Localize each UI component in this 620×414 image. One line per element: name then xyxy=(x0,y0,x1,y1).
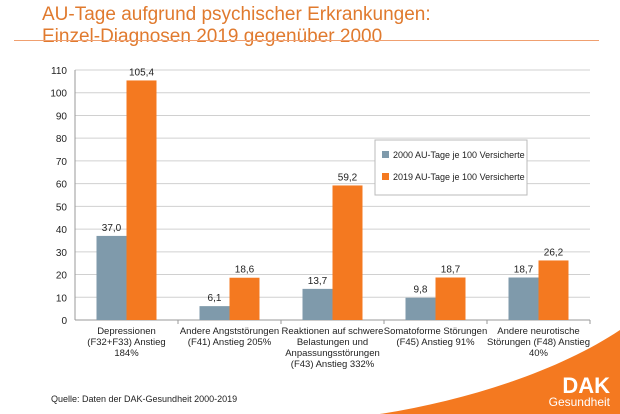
data-label: 13,7 xyxy=(308,276,328,287)
x-tick-label: Störungen (F48) Anstieg xyxy=(487,337,590,348)
y-tick-label: 30 xyxy=(56,248,68,259)
bar xyxy=(302,288,333,320)
y-tick-label: 10 xyxy=(56,293,68,304)
bar xyxy=(199,306,230,320)
logo-subtext: Gesundheit xyxy=(548,395,610,409)
bar xyxy=(435,277,466,320)
data-label: 18,6 xyxy=(235,265,255,276)
x-tick-label: Depressionen xyxy=(97,326,156,337)
logo-text: DAK xyxy=(562,373,610,398)
data-label: 18,7 xyxy=(441,265,461,276)
y-tick-label: 70 xyxy=(56,157,68,168)
bar xyxy=(538,260,569,320)
legend-box xyxy=(374,139,528,196)
bar xyxy=(126,80,157,320)
data-label: 59,2 xyxy=(338,172,358,183)
y-tick-label: 90 xyxy=(56,111,68,122)
x-tick-label: Andere Angststörungen xyxy=(180,326,279,337)
data-label: 18,7 xyxy=(514,265,534,276)
title-line-2: Einzel-Diagnosen 2019 gegenüber 2000 xyxy=(42,26,383,47)
title-line-1: AU-Tage aufgrund psychischer Erkrankunge… xyxy=(42,4,431,25)
y-tick-label: 40 xyxy=(56,225,68,236)
title-divider xyxy=(14,40,599,41)
legend-label: 2000 AU-Tage je 100 Versicherte xyxy=(393,150,525,160)
legend-label: 2019 AU-Tage je 100 Versicherte xyxy=(393,172,525,182)
logo-swoosh xyxy=(380,330,620,414)
bar xyxy=(332,185,363,320)
y-tick-label: 60 xyxy=(56,180,68,191)
data-label: 9,8 xyxy=(414,285,428,296)
x-tick-label: Anpassungsstörungen xyxy=(285,348,380,359)
y-tick-label: 0 xyxy=(61,316,67,327)
y-tick-label: 20 xyxy=(56,271,68,282)
bar xyxy=(508,277,539,320)
legend-swatch xyxy=(382,151,389,158)
source-note: Quelle: Daten der DAK-Gesundheit 2000-20… xyxy=(51,394,238,404)
x-tick-label: (F45) Anstieg 91% xyxy=(396,337,475,348)
bar xyxy=(405,297,436,320)
x-tick-label: (F32+F33) Anstieg xyxy=(87,337,165,348)
x-tick-label: Andere neurotische xyxy=(497,326,579,337)
x-tick-label: Belastungen und xyxy=(297,337,368,348)
x-tick-label: 40% xyxy=(529,348,549,359)
chart-title: AU-Tage aufgrund psychischer Erkrankunge… xyxy=(42,4,431,48)
data-label: 26,2 xyxy=(544,247,564,258)
x-tick-label: (F43) Anstieg 332% xyxy=(291,359,375,370)
bar xyxy=(229,277,260,320)
data-label: 6,1 xyxy=(208,293,222,304)
x-tick-label: Somatoforme Störungen xyxy=(384,326,488,337)
y-tick-label: 110 xyxy=(51,66,67,77)
data-label: 105,4 xyxy=(129,67,154,78)
dak-logo: DAK Gesundheit xyxy=(548,373,610,409)
legend-swatch xyxy=(382,173,389,180)
data-label: 37,0 xyxy=(102,223,122,234)
x-tick-label: (F41) Anstieg 205% xyxy=(188,337,272,348)
y-tick-label: 80 xyxy=(56,134,68,145)
x-tick-label: Reaktionen auf schwere xyxy=(282,326,384,337)
bar xyxy=(96,235,127,320)
x-tick-label: 184% xyxy=(114,348,139,359)
y-tick-label: 100 xyxy=(50,89,67,100)
y-tick-label: 50 xyxy=(56,202,68,213)
